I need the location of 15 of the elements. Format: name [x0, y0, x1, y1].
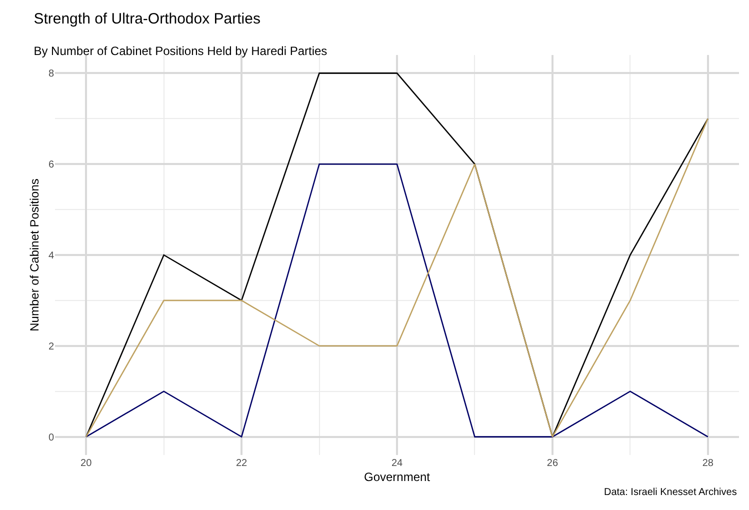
- y-tick-label: 8: [48, 68, 54, 80]
- chart-title: Strength of Ultra-Orthodox Parties: [34, 10, 260, 28]
- y-tick-label: 2: [48, 341, 54, 352]
- y-tick-label: 6: [48, 160, 54, 171]
- y-axis-title: Number of Cabinet Positions: [28, 178, 42, 332]
- x-tick-label: 24: [391, 458, 403, 469]
- y-tick-label: 0: [48, 432, 54, 444]
- x-tick-label: 26: [546, 458, 558, 469]
- x-tick-label: 22: [236, 458, 248, 469]
- chart-subtitle: By Number of Cabinet Positions Held by Haredi Parties: [34, 44, 328, 58]
- y-tick-label: 4: [48, 250, 54, 262]
- x-axis-title: Government: [364, 470, 431, 484]
- text: Data: Israeli Knesset Archives: [604, 487, 737, 498]
- x-tick-label: 28: [702, 458, 714, 469]
- x-tick-label: 20: [80, 458, 92, 469]
